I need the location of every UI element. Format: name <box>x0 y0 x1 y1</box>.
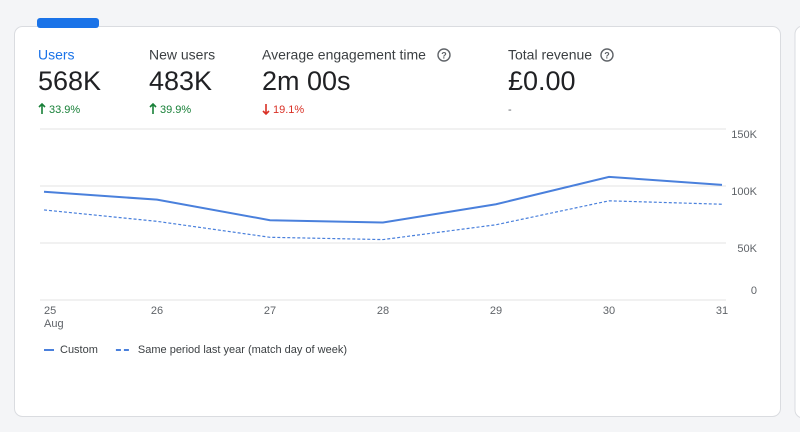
metric-value: £0.00 <box>508 66 576 96</box>
metric-label: New users <box>149 47 215 63</box>
y-tick-label: 150K <box>731 129 757 141</box>
y-tick-label: 0 <box>751 285 757 297</box>
x-tick-label: 25 <box>44 305 56 317</box>
metric-change: 33.9% <box>49 104 80 116</box>
metric-value: 568K <box>38 66 101 96</box>
metric-change: 19.1% <box>273 104 304 116</box>
svg-text:?: ? <box>441 50 447 60</box>
legend-label: Same period last year (match day of week… <box>138 344 347 356</box>
x-tick-label: 28 <box>377 305 389 317</box>
x-tick-label: 29 <box>490 305 502 317</box>
metric-label: Total revenue <box>508 47 592 63</box>
x-tick-label: 26 <box>151 305 163 317</box>
svg-text:?: ? <box>604 50 610 60</box>
series-line <box>43 175 723 224</box>
metric-label: Users <box>38 47 75 63</box>
help-icon[interactable]: ? <box>437 48 451 62</box>
trend-arrow <box>38 102 46 114</box>
series-line <box>43 200 723 241</box>
x-tick-label: 31 <box>716 305 728 317</box>
metric-change: 39.9% <box>160 104 191 116</box>
next-card <box>794 26 800 418</box>
trend-arrow <box>149 102 157 114</box>
selected-tab-indicator <box>37 18 99 28</box>
metric-value: 2m 00s <box>262 66 351 96</box>
card <box>14 26 781 417</box>
metric-value: 483K <box>149 66 212 96</box>
x-tick-label: 30 <box>603 305 615 317</box>
metric-change: - <box>508 104 512 116</box>
x-tick-label: 27 <box>264 305 276 317</box>
y-tick-label: 50K <box>737 243 757 255</box>
legend-label: Custom <box>60 344 98 356</box>
x-month-label: Aug <box>44 318 64 330</box>
metric-label: Average engagement time <box>262 47 426 63</box>
trend-arrow <box>262 104 270 116</box>
y-tick-label: 100K <box>731 186 757 198</box>
help-icon[interactable]: ? <box>600 48 614 62</box>
